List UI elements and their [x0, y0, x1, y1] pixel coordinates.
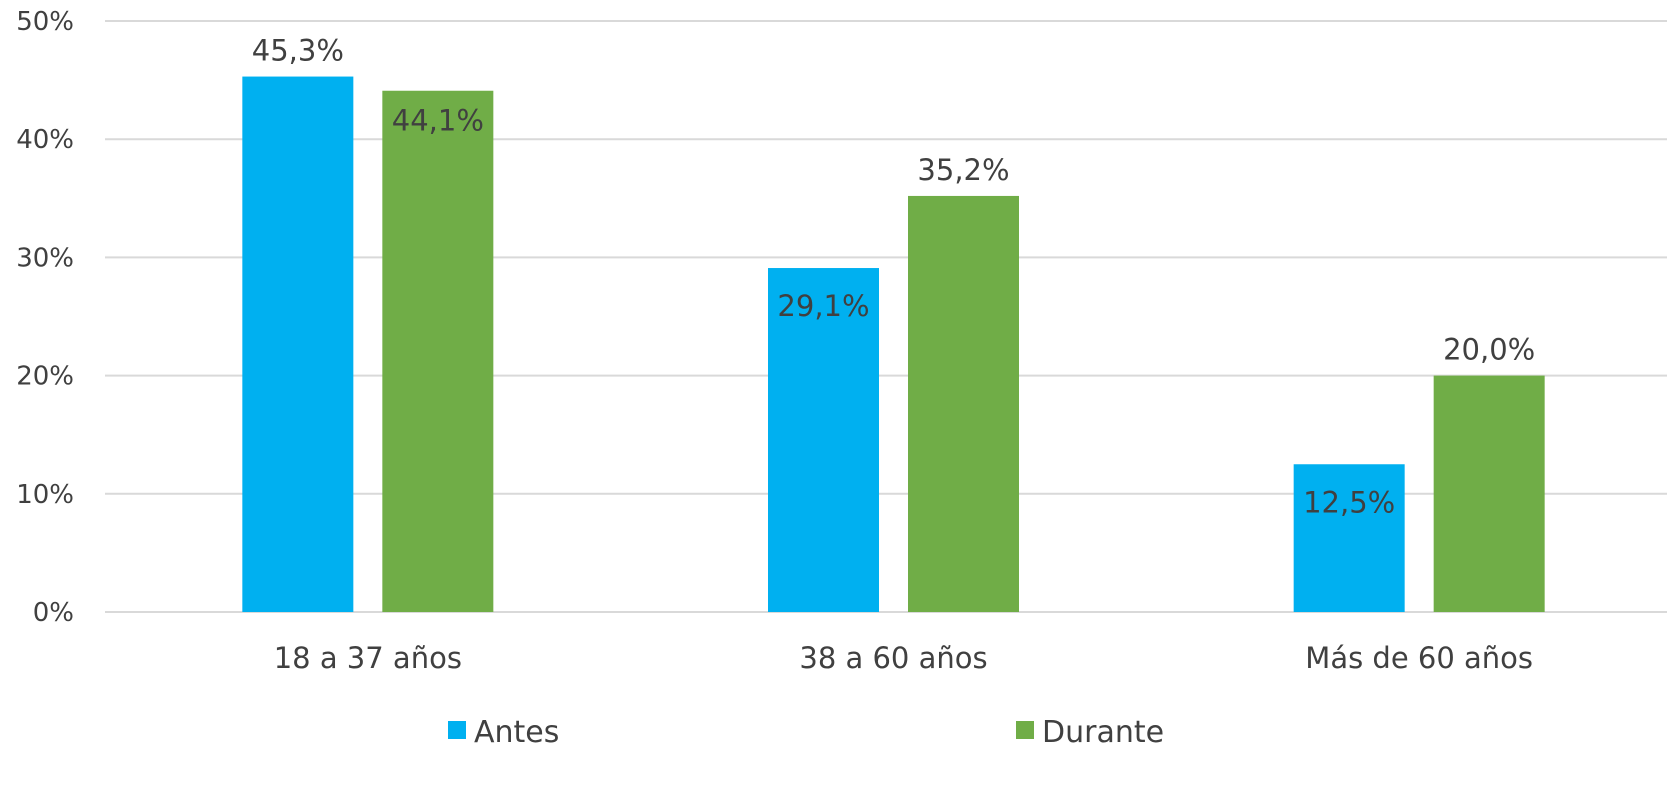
- x-category-label: 38 a 60 años: [799, 641, 987, 675]
- bar-antes: [1293, 464, 1405, 612]
- bar-antes: [242, 76, 354, 612]
- data-label: 45,3%: [252, 34, 344, 68]
- bar-antes: [768, 268, 879, 612]
- legend-label-durante: Durante: [1042, 715, 1164, 750]
- y-tick-label: 0%: [33, 598, 74, 628]
- y-tick-label: 20%: [16, 362, 74, 392]
- x-axis-categories: 18 a 37 años 38 a 60 años Más de 60 años: [274, 641, 1533, 675]
- legend-swatch-antes: [448, 721, 466, 739]
- data-label: 44,1%: [392, 104, 484, 138]
- x-category-label: Más de 60 años: [1305, 641, 1533, 675]
- y-tick-label: 10%: [16, 480, 74, 510]
- bar-durante: [908, 195, 1019, 612]
- data-labels: 45,3% 44,1% 29,1% 35,2% 12,5% 20,0%: [252, 34, 1535, 520]
- legend-swatch-durante: [1016, 721, 1034, 739]
- data-label: 20,0%: [1443, 333, 1535, 367]
- y-tick-label: 30%: [16, 243, 74, 273]
- bar-durante: [1433, 375, 1545, 612]
- y-axis-ticks: 0% 10% 20% 30% 40% 50%: [16, 7, 74, 628]
- gridlines: [105, 20, 1667, 613]
- legend: Antes Durante: [448, 715, 1164, 750]
- bar-durante: [382, 90, 494, 613]
- x-category-label: 18 a 37 años: [274, 641, 462, 675]
- data-label: 29,1%: [777, 289, 869, 323]
- legend-label-antes: Antes: [474, 715, 559, 750]
- data-label: 12,5%: [1303, 485, 1395, 519]
- bars: [242, 76, 1545, 613]
- y-tick-label: 50%: [16, 7, 74, 37]
- data-label: 35,2%: [917, 153, 1009, 187]
- y-tick-label: 40%: [16, 125, 74, 155]
